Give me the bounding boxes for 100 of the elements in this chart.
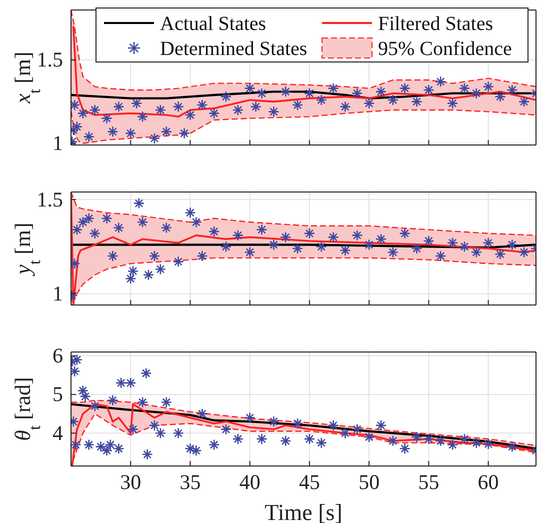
point xyxy=(458,433,470,445)
point xyxy=(280,435,292,447)
point xyxy=(328,232,339,243)
point xyxy=(340,428,351,439)
point xyxy=(140,368,152,379)
point xyxy=(256,224,268,236)
point xyxy=(184,442,196,454)
point xyxy=(142,269,154,281)
legend-label: 95% Confidence xyxy=(378,38,512,60)
point xyxy=(470,437,482,448)
point xyxy=(304,228,316,240)
y-tick-label: 4 xyxy=(52,420,64,445)
point xyxy=(304,433,316,445)
point xyxy=(423,235,434,247)
point xyxy=(316,240,328,252)
point xyxy=(232,433,244,445)
point xyxy=(133,198,145,209)
legend-label: Filtered States xyxy=(378,13,494,35)
point xyxy=(482,438,494,450)
point xyxy=(71,439,82,450)
point xyxy=(160,396,172,408)
line-series xyxy=(71,403,536,450)
point xyxy=(107,394,118,406)
y-tick-label: 6 xyxy=(52,344,63,368)
point xyxy=(148,250,160,262)
point xyxy=(292,242,304,254)
point xyxy=(232,230,244,241)
point xyxy=(115,377,127,389)
point xyxy=(77,384,89,396)
point xyxy=(268,239,280,250)
point xyxy=(124,272,136,284)
y-tick-label: 1 xyxy=(52,281,63,306)
x-tick-label: 50 xyxy=(358,470,380,494)
point xyxy=(124,377,136,389)
point xyxy=(506,441,518,452)
point xyxy=(352,230,363,241)
point xyxy=(208,226,220,238)
point xyxy=(190,444,202,456)
point xyxy=(83,439,95,450)
point xyxy=(113,222,124,234)
point xyxy=(387,435,399,447)
point xyxy=(184,207,196,218)
point xyxy=(470,246,482,258)
point xyxy=(292,418,304,430)
x-tick-label: 60 xyxy=(478,470,499,494)
point xyxy=(399,228,410,240)
point xyxy=(196,408,208,420)
point xyxy=(136,396,148,408)
point xyxy=(482,237,494,248)
point xyxy=(142,448,153,460)
point xyxy=(399,442,410,454)
point xyxy=(160,222,172,234)
point xyxy=(434,250,446,262)
point xyxy=(136,216,148,228)
point xyxy=(208,439,220,450)
point xyxy=(89,400,100,412)
y-tick-label: 5 xyxy=(52,382,63,406)
point xyxy=(434,435,446,447)
point xyxy=(190,216,202,228)
point xyxy=(71,224,83,236)
point xyxy=(107,250,118,262)
point xyxy=(280,232,292,243)
point xyxy=(268,416,280,428)
point xyxy=(154,264,166,275)
point xyxy=(172,256,184,268)
x-tick-label: 35 xyxy=(180,470,201,494)
y-tick-label: 1.5 xyxy=(36,187,63,212)
x-tick-label: 45 xyxy=(298,470,320,494)
y-tick-label: 1.5 xyxy=(36,48,63,72)
point xyxy=(446,237,458,248)
point xyxy=(363,431,375,443)
x-tick-label: 40 xyxy=(239,470,260,494)
point xyxy=(127,265,139,277)
point xyxy=(363,239,375,250)
point xyxy=(446,439,458,450)
point xyxy=(316,437,328,448)
point xyxy=(101,212,112,224)
point xyxy=(80,390,91,402)
point xyxy=(196,250,208,262)
point xyxy=(220,424,232,435)
point xyxy=(113,442,124,454)
point xyxy=(411,242,422,254)
point xyxy=(71,354,83,366)
point xyxy=(423,433,434,445)
point xyxy=(506,239,518,250)
point xyxy=(375,233,387,245)
point xyxy=(411,431,422,443)
point xyxy=(127,424,139,435)
point xyxy=(340,244,351,256)
point xyxy=(387,246,399,258)
legend-label: Determined States xyxy=(160,38,308,60)
point xyxy=(244,246,256,258)
point xyxy=(518,246,530,258)
point xyxy=(375,420,387,432)
x-tick-label: 55 xyxy=(418,470,440,494)
point xyxy=(101,444,112,456)
y-tick-label: 1 xyxy=(52,131,63,156)
point xyxy=(458,240,470,252)
point xyxy=(352,424,363,435)
x-axis-title: Time [s] xyxy=(264,500,342,523)
